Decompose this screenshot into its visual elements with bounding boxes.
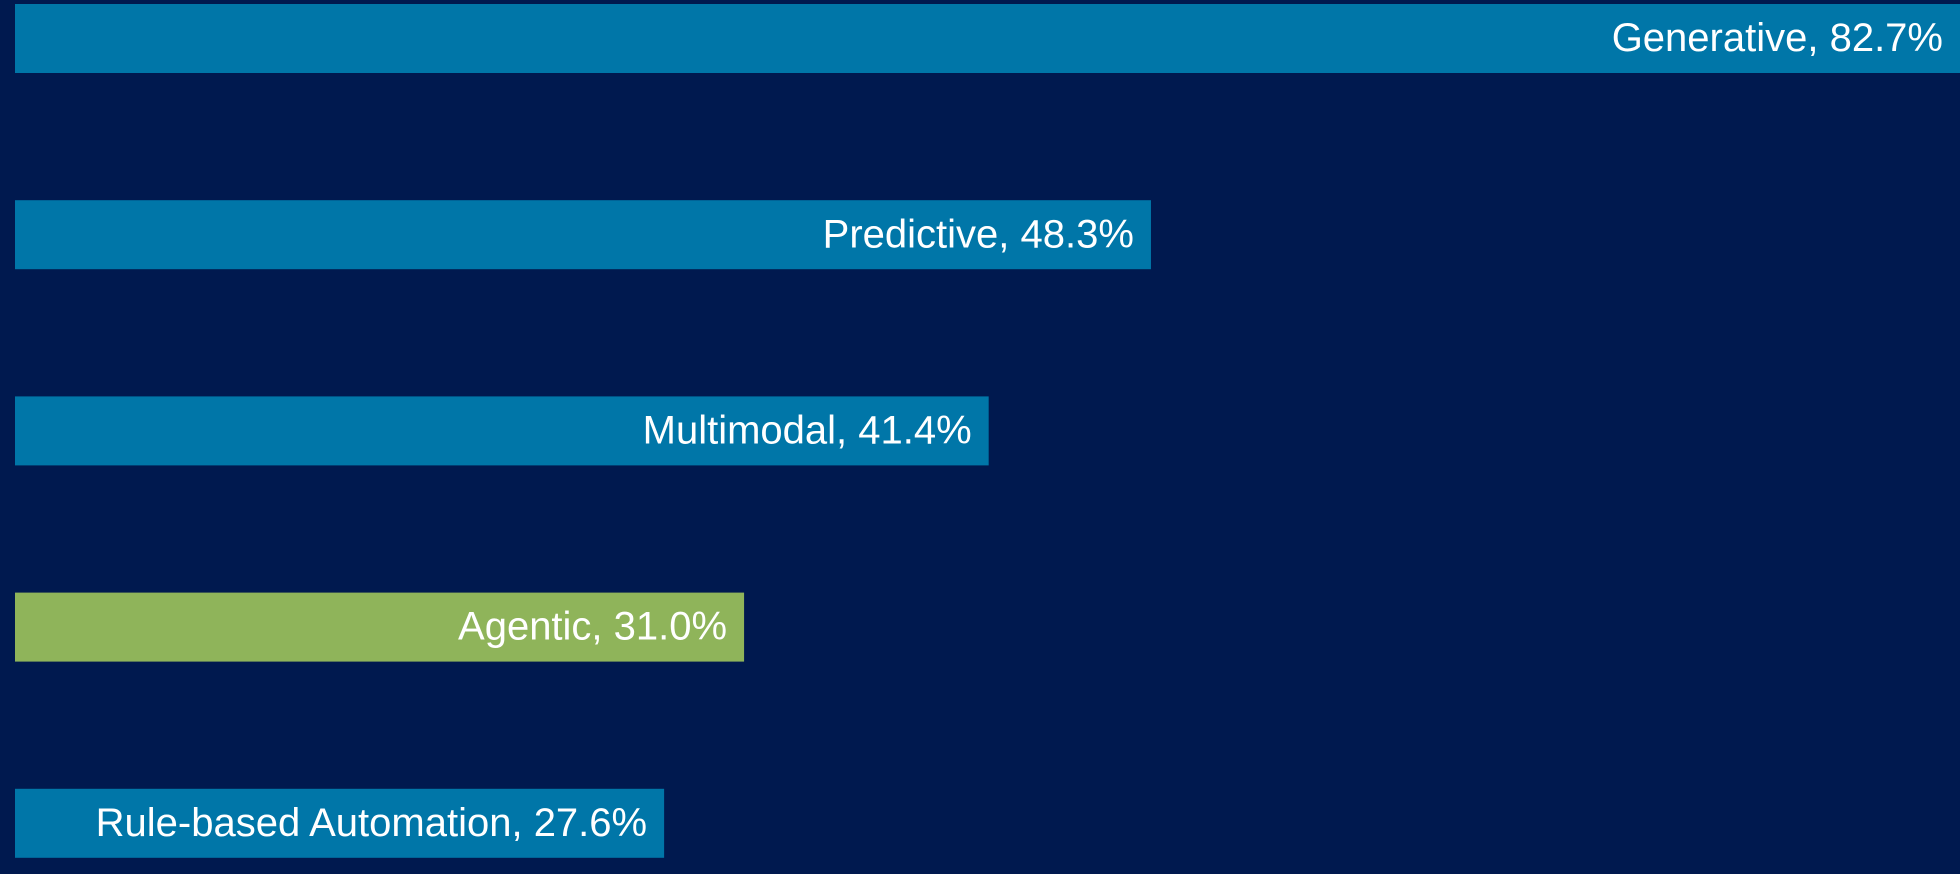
bar	[15, 4, 1960, 73]
bar	[15, 788, 665, 858]
bar	[15, 396, 989, 466]
bar	[15, 200, 1151, 270]
data-label: Agentic, 31.0%	[458, 605, 727, 649]
data-label: Multimodal, 41.4%	[643, 408, 972, 452]
data-label: Predictive, 48.3%	[823, 212, 1134, 256]
data-label: Generative, 82.7%	[1612, 16, 1943, 60]
bar	[15, 592, 745, 662]
data-label: Rule-based Automation, 27.6%	[96, 801, 647, 845]
